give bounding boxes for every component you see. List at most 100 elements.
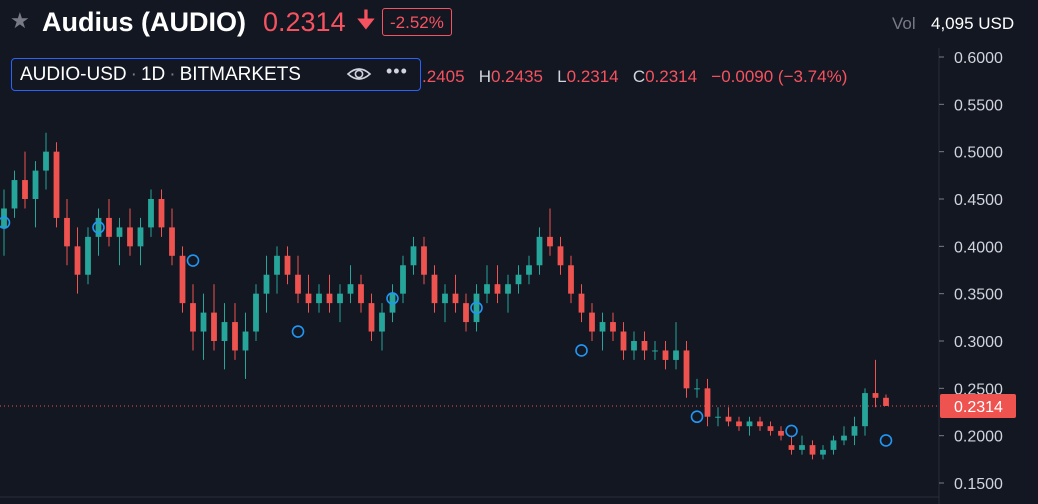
event-marker[interactable]: [291, 325, 305, 338]
candle: [526, 255, 532, 285]
candle: [326, 274, 333, 313]
candle: [53, 142, 60, 228]
candle: [127, 208, 133, 256]
candle: [746, 416, 753, 436]
candle: [32, 161, 39, 228]
candle: [736, 416, 742, 431]
candle: [232, 303, 238, 360]
candle: [22, 151, 28, 209]
candle: [242, 312, 249, 379]
candle: [358, 274, 364, 313]
event-marker[interactable]: [386, 292, 399, 305]
candle: [400, 255, 406, 304]
candle: [725, 407, 732, 427]
candle: [137, 217, 144, 266]
candle: [757, 416, 763, 431]
y-tick-label: 0.4500: [954, 192, 1003, 209]
candle: [841, 426, 847, 446]
candle: [116, 217, 123, 266]
candle: [547, 208, 553, 256]
candle: [872, 359, 879, 408]
candle: [778, 426, 784, 441]
candle: [263, 255, 270, 313]
ohlc-high-label: H: [478, 67, 491, 86]
change-badge: -2.52%: [382, 8, 452, 36]
candle: [610, 312, 616, 341]
candle: [431, 265, 438, 313]
arrow-down-icon: 🠋: [356, 7, 376, 34]
y-tick-label: 0.1500: [954, 476, 1003, 493]
candle: [536, 227, 543, 275]
candle: [557, 236, 564, 275]
candle: [820, 445, 826, 460]
last-price-label: 0.2314: [954, 399, 1003, 416]
candle: [379, 303, 385, 351]
candle: [452, 274, 459, 313]
volume-label: Vol: [892, 14, 916, 33]
candle: [473, 284, 480, 332]
candle: [568, 255, 574, 304]
candle: [494, 265, 501, 304]
favorite-star-icon[interactable]: ★: [10, 8, 30, 33]
candle: [284, 246, 291, 285]
event-marker[interactable]: [879, 434, 893, 447]
candle: [200, 293, 207, 360]
candle: [148, 189, 154, 237]
event-marker[interactable]: [785, 424, 798, 438]
candle: [830, 435, 837, 455]
ohlc-values: .2405 H0.2435 L0.2314 C0.2314 −0.0090 (−…: [422, 66, 847, 88]
y-tick-label: 0.3000: [954, 334, 1003, 351]
candle: [515, 265, 522, 294]
y-tick-label: 0.3500: [954, 287, 1003, 304]
candle: [620, 322, 627, 360]
legend-symbol: AUDIO-USD: [20, 64, 127, 85]
ohlc-close-value: 0.2314: [645, 67, 698, 86]
more-options-icon[interactable]: •••: [386, 61, 408, 81]
last-price: 0.2314: [263, 7, 346, 37]
candle: [694, 378, 700, 398]
candle: [253, 284, 259, 341]
candle: [106, 199, 112, 247]
event-marker[interactable]: [186, 254, 200, 267]
candle: [767, 421, 774, 436]
candle: [599, 312, 606, 351]
candle: [673, 322, 679, 370]
candle: [169, 208, 175, 266]
candle: [505, 274, 511, 313]
ohlc-close-label: C: [632, 67, 646, 86]
candle: [715, 407, 721, 427]
event-marker[interactable]: [690, 410, 704, 424]
candle: [862, 388, 868, 436]
candle: [641, 331, 648, 360]
eye-icon[interactable]: [346, 64, 372, 84]
candle: [809, 440, 816, 460]
candle: [851, 416, 858, 446]
y-tick-label: 0.2000: [954, 429, 1003, 446]
candle: [799, 435, 805, 455]
candle: [484, 265, 490, 304]
ohlc-high-value: 0.2435: [491, 67, 543, 86]
candle: [295, 255, 301, 304]
candle: [421, 236, 427, 285]
candle: [368, 293, 375, 341]
ohlc-low-label: L: [557, 67, 567, 86]
candle: [85, 227, 91, 285]
candle: [662, 341, 669, 370]
candle: [64, 199, 70, 266]
candle: [221, 303, 228, 370]
event-marker[interactable]: [470, 301, 483, 315]
ohlc-open-value: .2405: [422, 67, 465, 86]
symbol-header: ★ Audius (AUDIO) 0.2314 🠋 -2.52% Vol 4,0…: [0, 0, 1038, 48]
event-marker[interactable]: [0, 216, 11, 229]
last-price-label-bg: [940, 393, 1016, 418]
legend-interval: 1D: [140, 64, 166, 85]
event-marker[interactable]: [575, 344, 588, 357]
y-tick-label: 0.5500: [954, 97, 1003, 114]
candle: [274, 246, 280, 294]
event-marker[interactable]: [92, 221, 105, 234]
legend-exchange: BITMARKETS: [179, 64, 301, 85]
symbol-legend[interactable]: AUDIO-USD · 1D · BITMARKETS •••: [11, 58, 421, 91]
candle: [463, 293, 469, 332]
y-tick-label: 0.6000: [954, 50, 1003, 67]
